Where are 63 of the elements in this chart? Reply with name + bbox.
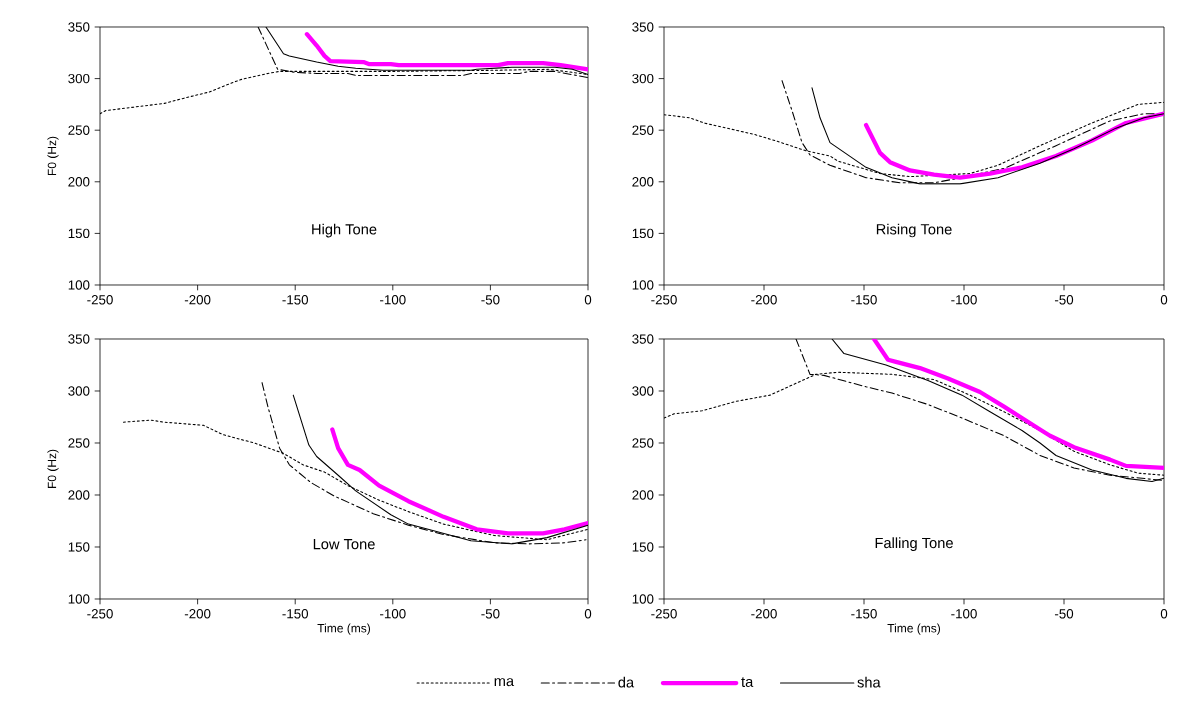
- y-tick-label: 300: [68, 73, 90, 84]
- legend-label: ma: [494, 678, 515, 687]
- y-tick-label: 100: [68, 594, 90, 604]
- x-tick-label: -150: [282, 295, 309, 305]
- x-tick-label: -50: [481, 609, 500, 619]
- x-axis-title: Time (ms): [887, 623, 941, 635]
- x-tick-label: -250: [651, 609, 677, 619]
- x-tick-label: -200: [751, 295, 777, 305]
- y-tick-label: 300: [632, 386, 654, 396]
- y-tick-label: 100: [68, 280, 90, 290]
- y-axis-title: F0 (Hz): [47, 449, 59, 488]
- y-tick-label: 300: [632, 73, 654, 84]
- x-tick-label: 0: [1160, 609, 1168, 619]
- y-tick-label: 150: [632, 542, 654, 552]
- x-axis-title: Time (ms): [317, 623, 371, 635]
- y-tick-label: 150: [632, 228, 654, 239]
- x-tick-label: 0: [584, 609, 592, 619]
- y-tick-label: 150: [68, 542, 90, 552]
- y-tick-label: 200: [68, 177, 90, 187]
- x-tick-label: -50: [481, 295, 500, 305]
- x-tick-label: -100: [380, 609, 406, 619]
- legend-label: ta: [741, 677, 754, 687]
- line-series: [304, 32, 589, 72]
- y-tick-label: 350: [632, 22, 654, 32]
- y-tick-label: 200: [632, 177, 654, 187]
- y-tick-label: 350: [68, 334, 90, 344]
- x-tick-label: -150: [282, 609, 309, 619]
- x-tick-label: -100: [951, 295, 977, 305]
- line-series: [871, 338, 1165, 471]
- y-tick-label: 250: [632, 438, 654, 448]
- text: Low Tone: [313, 539, 375, 550]
- x-tick-label: -250: [651, 295, 677, 305]
- x-tick-label: 0: [584, 295, 592, 305]
- x-tick-label: -150: [851, 295, 877, 305]
- y-tick-label: 250: [68, 125, 90, 135]
- x-tick-label: -200: [184, 609, 211, 619]
- y-tick-label: 200: [632, 490, 654, 500]
- text: High Tone: [312, 223, 377, 238]
- y-tick-label: 250: [68, 438, 90, 448]
- y-tick-label: 100: [632, 594, 654, 604]
- x-tick-label: -200: [751, 609, 777, 619]
- y-axis-title: F0 (Hz): [47, 136, 59, 176]
- y-tick-label: 350: [68, 22, 90, 32]
- legend-label: sha: [857, 676, 881, 688]
- y-tick-label: 350: [632, 334, 654, 344]
- x-tick-label: -100: [951, 609, 977, 619]
- x-tick-label: -250: [87, 295, 113, 305]
- x-tick-label: -150: [851, 609, 877, 619]
- x-tick-label: -200: [184, 295, 211, 305]
- y-tick-label: 250: [632, 125, 654, 135]
- text: Falling Tone: [875, 537, 953, 552]
- x-tick-label: 0: [1160, 295, 1168, 305]
- x-tick-label: -50: [1054, 295, 1074, 305]
- line-series: [330, 427, 589, 536]
- y-tick-label: 100: [632, 280, 654, 290]
- legend-label: da: [618, 676, 635, 688]
- y-tick-label: 300: [68, 386, 90, 396]
- x-tick-label: -100: [380, 295, 406, 305]
- x-tick-label: -250: [87, 609, 113, 619]
- x-tick-label: -50: [1054, 609, 1074, 619]
- y-tick-label: 200: [68, 490, 90, 500]
- text: Rising Tone: [876, 223, 952, 238]
- y-tick-label: 150: [68, 228, 90, 239]
